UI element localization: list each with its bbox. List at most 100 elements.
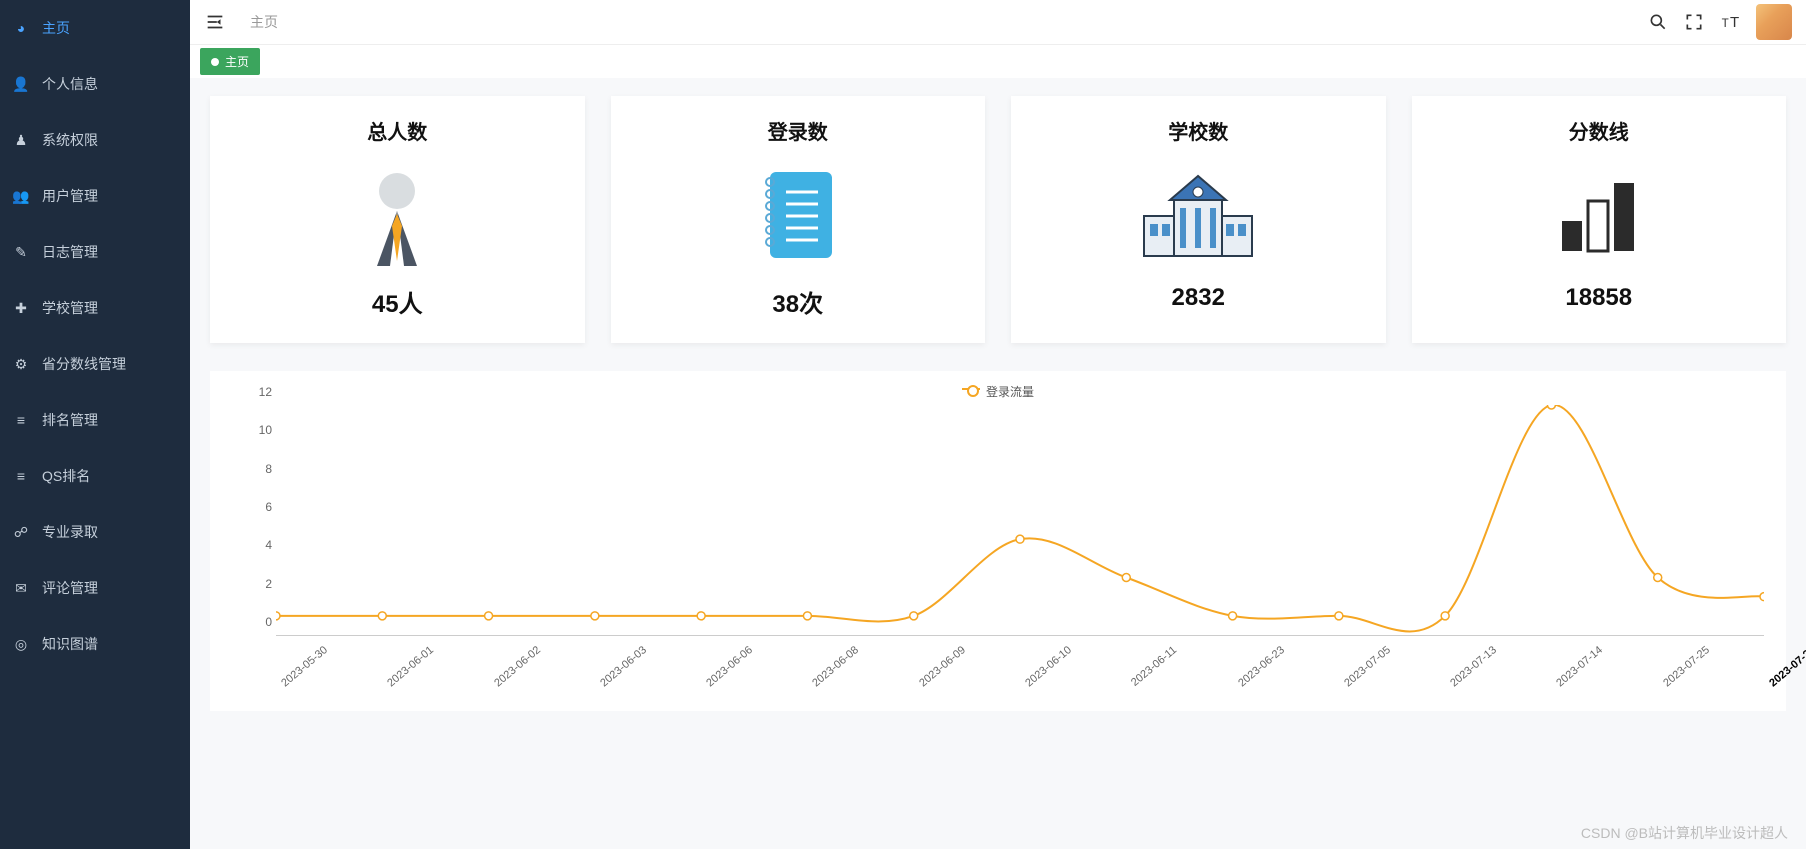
font-size-icon[interactable]: TT — [1720, 12, 1740, 32]
y-tick: 2 — [265, 577, 272, 591]
stat-card-3: 分数线18858 — [1412, 96, 1787, 343]
x-tick: 2023-06-09 — [917, 644, 968, 689]
tabs-bar: 主页 — [190, 44, 1806, 78]
dashboard-icon: ◕ — [12, 20, 30, 36]
feather-icon: ✎ — [12, 244, 30, 261]
card-value: 2832 — [1021, 284, 1376, 312]
chart-marker — [1654, 574, 1662, 582]
y-tick: 12 — [259, 385, 272, 399]
sidebar-item-8[interactable]: ≡ QS排名 — [0, 448, 190, 504]
notebook-icon — [621, 163, 976, 268]
sidebar-item-label: 知识图谱 — [42, 634, 98, 654]
sidebar-item-label: 学校管理 — [42, 298, 98, 318]
watermark: CSDN @B站计算机毕业设计超人 — [1581, 823, 1788, 843]
tab-active-dot — [211, 58, 219, 66]
sidebar-item-11[interactable]: ◎ 知识图谱 — [0, 616, 190, 672]
topbar: 主页 TT — [190, 0, 1806, 44]
card-title: 分数线 — [1422, 116, 1777, 145]
plot-area — [276, 406, 1764, 636]
chart-marker — [910, 612, 918, 620]
stat-cards: 总人数 45人 登录数38次 学校数 2832 分数线18858 — [210, 96, 1786, 343]
chart-svg — [276, 405, 1764, 635]
x-axis: 2023-05-302023-06-012023-06-022023-06-03… — [276, 636, 1764, 686]
menu-toggle-icon[interactable] — [204, 11, 226, 33]
sidebar-item-0[interactable]: ◕ 主页 — [0, 0, 190, 56]
chart-marker — [485, 612, 493, 620]
sidebar-item-1[interactable]: 👤 个人信息 — [0, 56, 190, 112]
sidebar-item-3[interactable]: 👥 用户管理 — [0, 168, 190, 224]
sidebar-item-10[interactable]: ✉ 评论管理 — [0, 560, 190, 616]
x-tick: 2023-05-30 — [279, 644, 330, 689]
chart-marker — [1229, 612, 1237, 620]
sidebar-item-label: 用户管理 — [42, 186, 98, 206]
chart-marker — [697, 612, 705, 620]
stat-card-1: 登录数38次 — [611, 96, 986, 343]
chart-marker — [378, 612, 386, 620]
sidebar-item-4[interactable]: ✎ 日志管理 — [0, 224, 190, 280]
sidebar-item-9[interactable]: ☍ 专业录取 — [0, 504, 190, 560]
chart-marker — [1760, 593, 1764, 601]
x-tick: 2023-07-25 — [1661, 644, 1712, 689]
sidebar-item-label: 主页 — [42, 18, 70, 38]
share-icon: ☍ — [12, 524, 30, 541]
sidebar-item-2[interactable]: ♟系统权限 — [0, 112, 190, 168]
sidebar-item-5[interactable]: ✚ 学校管理 — [0, 280, 190, 336]
y-tick: 6 — [265, 500, 272, 514]
y-tick: 0 — [265, 615, 272, 629]
sidebar-item-6[interactable]: ⚙ 省分数线管理 — [0, 336, 190, 392]
avatar[interactable] — [1756, 4, 1792, 40]
card-title: 登录数 — [621, 116, 976, 145]
bars-icon — [1422, 163, 1777, 268]
sidebar-item-label: 日志管理 — [42, 242, 98, 262]
list-icon: ≡ — [12, 468, 30, 484]
legend-marker — [962, 388, 980, 396]
sidebar-item-label: 评论管理 — [42, 578, 98, 598]
content: 总人数45人登录数38次学校数2832分数线18858 登录流量 0246810… — [190, 78, 1806, 849]
users-icon: 👥 — [12, 188, 30, 205]
globe-icon: ◎ — [12, 636, 30, 653]
chart-marker — [1441, 612, 1449, 620]
sidebar: ◕ 主页 👤 个人信息 ♟系统权限 👥 用户管理 ✎ 日志管理 ✚ 学校管理 ⚙ 省分数线管理 ≡排名管理… — [0, 0, 190, 849]
card-title: 学校数 — [1021, 116, 1376, 145]
y-tick: 8 — [265, 462, 272, 476]
breadcrumb: 主页 — [250, 12, 278, 32]
stat-card-0: 总人数 45人 — [210, 96, 585, 343]
legend-label: 登录流量 — [986, 383, 1034, 400]
card-title: 总人数 — [220, 116, 575, 145]
chart-marker — [1122, 574, 1130, 582]
tab-label: 主页 — [225, 53, 249, 70]
x-tick: 2023-06-01 — [385, 644, 436, 689]
sidebar-item-label: 系统权限 — [42, 130, 98, 150]
x-tick: 2023-07-27 — [1767, 644, 1806, 689]
sidebar-item-label: QS排名 — [42, 466, 90, 486]
main-area: 主页 TT 主页 总人数 45人 登录数38次 学校数 2832 分数线18858 登录流… — [190, 0, 1806, 849]
list-icon: ≡ — [12, 412, 30, 428]
y-tick: 10 — [259, 423, 272, 437]
x-tick: 2023-07-05 — [1342, 644, 1393, 689]
x-tick: 2023-06-02 — [492, 644, 543, 689]
sidebar-item-label: 省分数线管理 — [42, 354, 126, 374]
x-tick: 2023-06-11 — [1129, 644, 1179, 689]
chart-marker — [1016, 535, 1024, 543]
search-icon[interactable] — [1648, 12, 1668, 32]
card-value: 45人 — [220, 284, 575, 319]
tab-home[interactable]: 主页 — [200, 48, 260, 75]
chart-marker — [276, 612, 280, 620]
login-traffic-chart: 登录流量 024681012 2023-05-302023-06-012023-… — [210, 371, 1786, 711]
sidebar-item-label: 个人信息 — [42, 74, 98, 94]
svg-text:T: T — [1730, 14, 1739, 31]
x-tick: 2023-07-14 — [1555, 644, 1606, 689]
x-tick: 2023-07-13 — [1448, 644, 1499, 689]
x-tick: 2023-06-06 — [704, 644, 755, 689]
gear-icon: ⚙ — [12, 356, 30, 373]
sidebar-item-7[interactable]: ≡排名管理 — [0, 392, 190, 448]
user-icon: 👤 — [12, 76, 30, 93]
fullscreen-icon[interactable] — [1684, 12, 1704, 32]
comment-icon: ✉ — [12, 580, 30, 597]
chart-legend: 登录流量 — [222, 383, 1774, 400]
x-tick: 2023-06-23 — [1236, 644, 1287, 689]
person-icon — [220, 163, 575, 268]
sidebar-item-label: 专业录取 — [42, 522, 98, 542]
x-tick: 2023-06-08 — [811, 644, 862, 689]
plus-icon: ✚ — [12, 300, 30, 317]
